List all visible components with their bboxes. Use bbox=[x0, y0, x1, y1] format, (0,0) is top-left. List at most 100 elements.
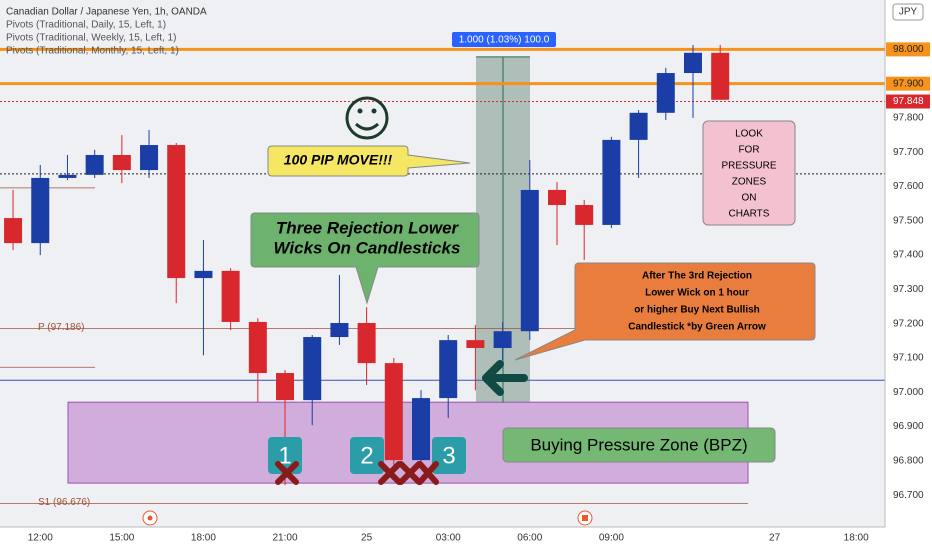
y-tick-label: 97.500 bbox=[893, 215, 924, 226]
candle-body bbox=[194, 270, 213, 279]
level-tag bbox=[886, 94, 930, 109]
entry-arrow bbox=[482, 360, 528, 396]
x-tick-label: 27 bbox=[769, 533, 781, 544]
overlays: 100 PIP MOVE!!! Three Rejection Lower Wi… bbox=[250, 32, 816, 485]
callout-wicks bbox=[250, 212, 480, 305]
candle-body bbox=[629, 112, 648, 140]
candles bbox=[4, 44, 730, 486]
candle-body bbox=[330, 322, 349, 338]
callout-rule bbox=[514, 262, 816, 361]
candle-body bbox=[439, 340, 458, 399]
y-tick-label: 97.600 bbox=[893, 181, 924, 192]
candle-body bbox=[248, 321, 267, 374]
y-tick-label: 97.300 bbox=[893, 284, 924, 295]
pivot-label: P (97.186) bbox=[38, 322, 85, 333]
x-tick-label: 12:00 bbox=[28, 533, 53, 544]
level-tag bbox=[886, 76, 930, 91]
candle-body bbox=[412, 398, 431, 461]
y-tick-label: 97.400 bbox=[893, 250, 924, 261]
look-text-line: PRESSURE bbox=[721, 161, 776, 172]
candle-body bbox=[493, 331, 512, 349]
indicator: Pivots (Traditional, Monthly, 15, Left, … bbox=[6, 46, 179, 57]
candle-body bbox=[548, 189, 567, 206]
indicator: Pivots (Traditional, Weekly, 15, Left, 1… bbox=[6, 33, 176, 44]
smiley bbox=[345, 96, 389, 140]
price-axis bbox=[885, 0, 932, 550]
candle-body bbox=[221, 270, 240, 322]
candle-body bbox=[140, 145, 159, 171]
zone-label-box bbox=[502, 427, 776, 463]
callout-text: 100 PIP MOVE!!! bbox=[284, 152, 393, 168]
look-text-line: LOOK bbox=[735, 129, 763, 140]
candle-body bbox=[167, 145, 186, 279]
rule-text-line: Candlestick *by Green Arrow bbox=[628, 322, 766, 333]
currency-button[interactable] bbox=[892, 3, 924, 21]
candle-body bbox=[85, 154, 104, 175]
callout-look bbox=[702, 120, 796, 226]
look-text-line: FOR bbox=[738, 145, 759, 156]
event-icon-dot bbox=[582, 515, 588, 521]
candle-body bbox=[466, 340, 485, 349]
smiley-eye bbox=[357, 108, 363, 114]
candle-body bbox=[656, 73, 675, 113]
candle-body bbox=[711, 52, 730, 100]
pivot-label: S1 (96.676) bbox=[38, 497, 90, 508]
candle-body bbox=[112, 154, 131, 171]
y-tick-label: 97.800 bbox=[893, 113, 924, 124]
candle-body bbox=[683, 52, 702, 74]
y-tick-label: 96.800 bbox=[893, 455, 924, 466]
chart-title: Canadian Dollar / Japanese Yen, 1h, OAND… bbox=[6, 7, 207, 18]
currency-label: JPY bbox=[899, 7, 918, 18]
time-axis bbox=[0, 527, 885, 550]
rule-text-line: Lower Wick on 1 hour bbox=[645, 288, 749, 299]
x-tick-label: 18:00 bbox=[191, 533, 216, 544]
look-text-line: ON bbox=[742, 193, 757, 204]
level-label: 97.900 bbox=[893, 78, 924, 89]
candle-body bbox=[31, 177, 50, 244]
number: 1 bbox=[278, 442, 291, 469]
indicator: Pivots (Traditional, Daily, 15, Left, 1) bbox=[6, 20, 166, 31]
x-tick-label: 25 bbox=[361, 533, 373, 544]
level-tag bbox=[886, 42, 930, 57]
rule-text: After The 3rd Rejection Lower Wick on 1 h… bbox=[628, 271, 766, 333]
x-tick-label: 09:00 bbox=[599, 533, 624, 544]
rule-text-line: After The 3rd Rejection bbox=[642, 271, 752, 282]
level-label: 97.848 bbox=[893, 96, 924, 107]
callout-text: Three Rejection Lower bbox=[276, 218, 460, 237]
callout-text: Wicks On Candlesticks bbox=[274, 238, 461, 257]
y-tick-label: 97.200 bbox=[893, 318, 924, 329]
number-box bbox=[350, 437, 384, 474]
look-text-line: ZONES bbox=[732, 177, 767, 188]
x-tick-label: 06:00 bbox=[517, 533, 542, 544]
measure-label-box bbox=[452, 32, 556, 47]
rule-text-line: or higher Buy Next Bullish bbox=[634, 305, 760, 316]
y-tick-label: 97.000 bbox=[893, 387, 924, 398]
number: 3 bbox=[442, 442, 455, 469]
candle-body bbox=[276, 373, 295, 401]
candle-body bbox=[4, 218, 23, 244]
candle-body bbox=[384, 363, 403, 461]
number-box bbox=[432, 437, 466, 474]
look-text: LOOK FOR PRESSURE ZONES ON CHARTS bbox=[721, 129, 776, 220]
number: 2 bbox=[360, 442, 373, 469]
candle-body bbox=[575, 205, 594, 225]
x-tick-label: 03:00 bbox=[436, 533, 461, 544]
x-tick-label: 15:00 bbox=[109, 533, 134, 544]
axes: 96.700 96.800 96.900 97.000 97.100 97.200 97.3… bbox=[28, 42, 930, 544]
candle-body bbox=[357, 322, 376, 364]
y-tick-label: 97.100 bbox=[893, 353, 924, 364]
y-tick-label: 96.900 bbox=[893, 421, 924, 432]
zone-label: Buying Pressure Zone (BPZ) bbox=[530, 435, 747, 454]
level-label: 98.000 bbox=[893, 44, 924, 55]
candle-body bbox=[303, 337, 322, 401]
measure-label: 1.000 (1.03%) 100.0 bbox=[459, 35, 550, 46]
smiley-eye bbox=[371, 108, 377, 114]
event-icon-dot bbox=[147, 515, 153, 521]
candle-body bbox=[520, 189, 539, 332]
candle-body bbox=[602, 139, 621, 225]
x-marks bbox=[275, 461, 439, 485]
x-tick-label: 21:00 bbox=[273, 533, 298, 544]
x-tick-label: 18:00 bbox=[844, 533, 869, 544]
look-text-line: CHARTS bbox=[729, 209, 770, 220]
